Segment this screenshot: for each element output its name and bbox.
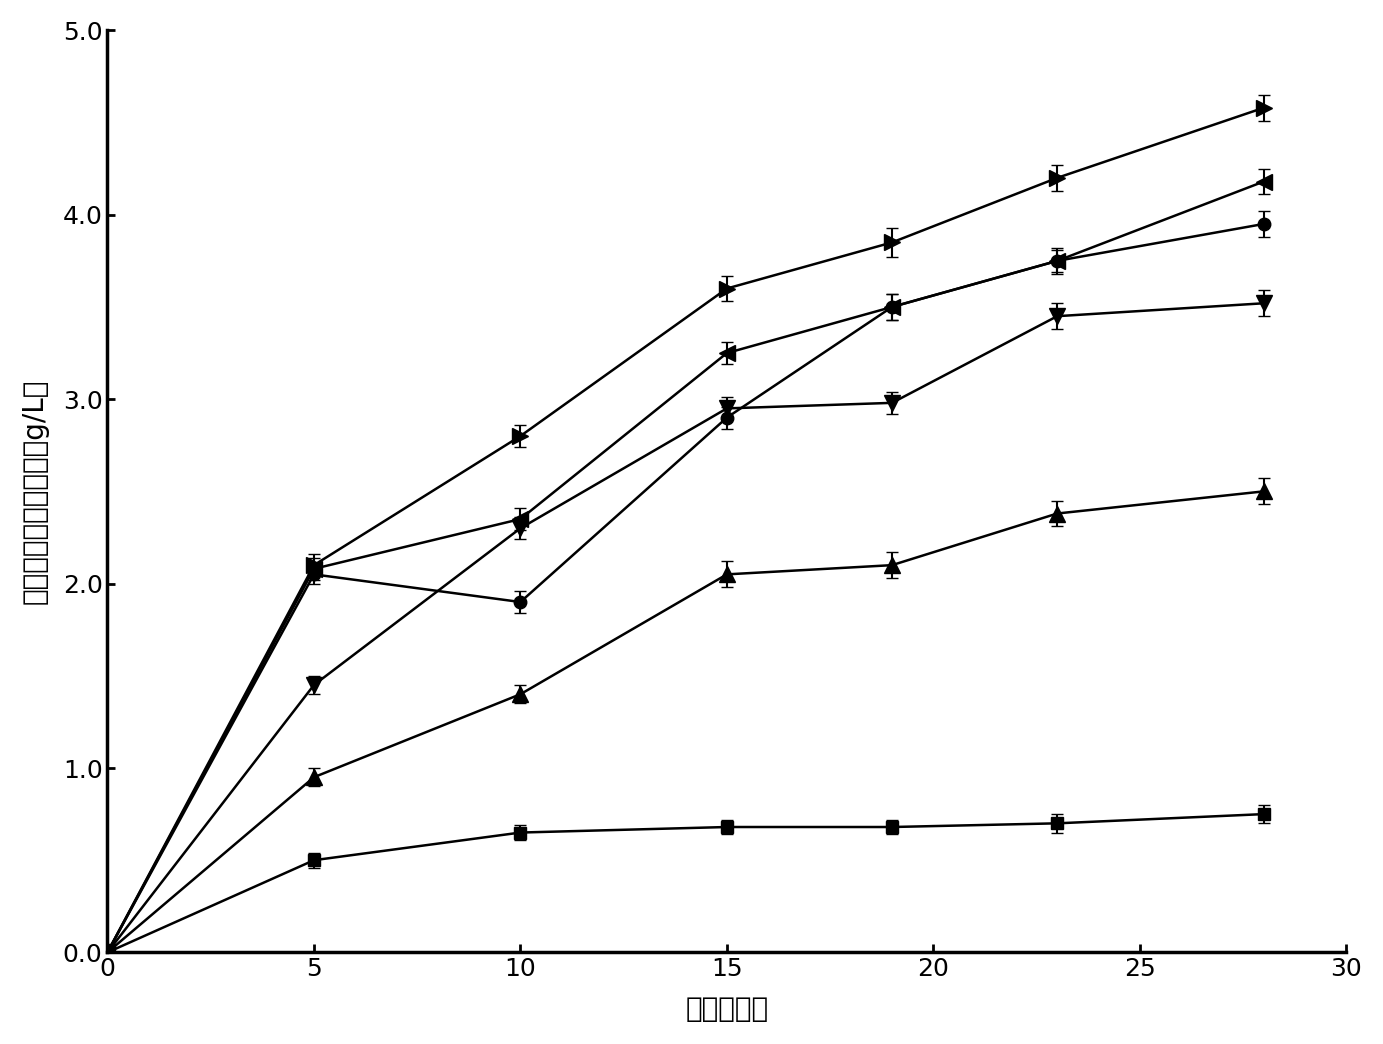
Y-axis label: 浸出液中铜离子浓度（g/L）: 浸出液中铜离子浓度（g/L） (21, 379, 48, 604)
X-axis label: 时间（天）: 时间（天） (686, 995, 769, 1023)
